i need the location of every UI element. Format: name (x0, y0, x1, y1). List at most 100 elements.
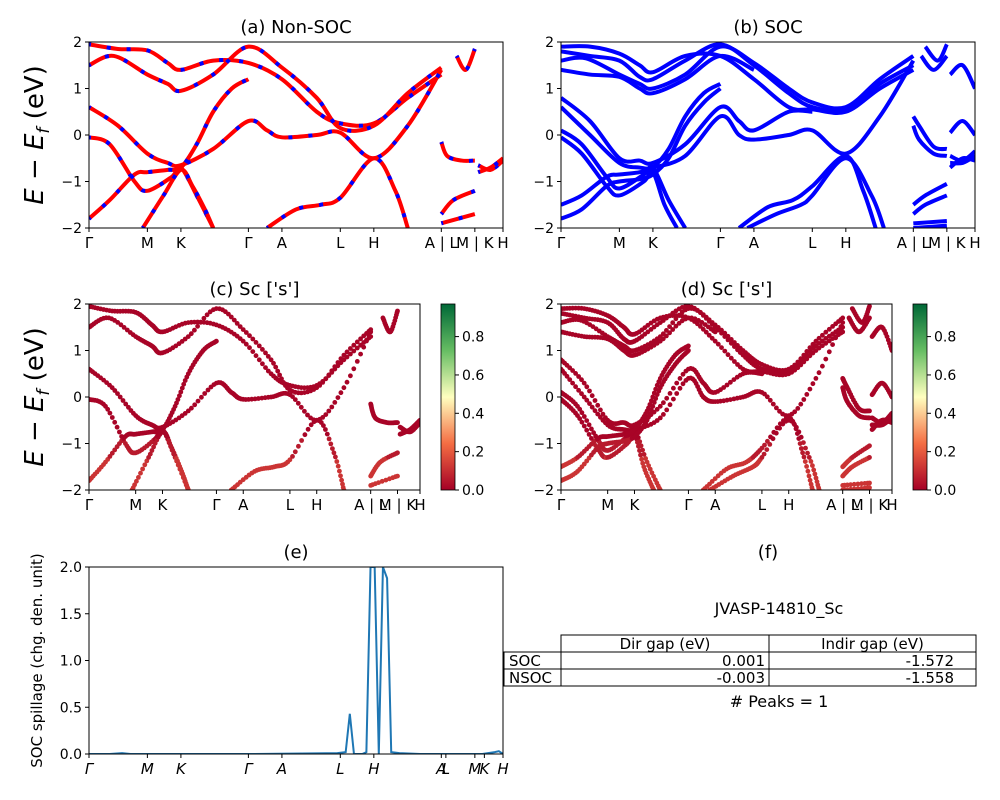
scatter-point-d (810, 463, 815, 468)
scatter-point-c (120, 398, 126, 403)
panel-a: (a) Non-SOC (89, 17, 503, 228)
scatter-point-c (395, 420, 400, 425)
scatter-point-d (889, 415, 892, 421)
scatter-point-d (794, 424, 799, 430)
band-line-a (89, 68, 444, 169)
x-tick-label-d: Γ (557, 496, 566, 514)
scatter-point-d (804, 349, 810, 354)
x-tick-label-c: A | L (354, 496, 388, 514)
scatter-point-d (667, 391, 673, 396)
scatter-point-c (302, 432, 308, 438)
scatter-point-d (667, 330, 672, 336)
scatter-point-c (279, 376, 284, 382)
scatter-point-d (759, 371, 765, 377)
scatter-point-d (703, 329, 709, 335)
energy-label-unit: (eV) (20, 327, 50, 389)
scatter-point-d (579, 377, 584, 383)
scatter-point-c (305, 412, 310, 418)
scatter-point-d (576, 387, 581, 393)
scatter-point-d (796, 429, 802, 435)
scatter-point-d (889, 420, 892, 425)
scatter-point-c (351, 366, 357, 372)
scatter-point-c (177, 393, 182, 399)
scatter-point-c (273, 364, 279, 370)
scatter-point-d (848, 486, 853, 490)
band-line-b (912, 182, 948, 207)
x-tick-label-e: L (442, 760, 450, 778)
spillage-line (89, 567, 503, 754)
scatter-point-d (570, 380, 575, 386)
x-tick-label-d: H (783, 496, 794, 514)
scatter-point-d (798, 434, 804, 440)
scatter-point-c (290, 454, 295, 459)
points-c (89, 304, 420, 490)
band-line-b (949, 149, 975, 163)
plot-frame-e (88, 566, 504, 755)
scatter-point-d (867, 443, 872, 449)
band-line-b (948, 62, 975, 90)
scatter-point-c (323, 412, 329, 417)
scatter-point-c (265, 354, 271, 359)
scatter-point-d (676, 312, 682, 318)
scatter-point-d (810, 487, 815, 490)
x-tick-label-e: K (176, 760, 187, 778)
bands-a (89, 42, 503, 228)
y-tick-label-c: 1 (73, 344, 82, 360)
y-tick-label-b: 1 (545, 82, 554, 98)
scatter-point-d (657, 403, 663, 409)
scatter-point-c (181, 381, 187, 387)
band-dash-a (265, 156, 410, 228)
x-tick-label-e: Γ (244, 760, 254, 778)
band-line-a (477, 158, 503, 172)
scatter-point-d (579, 391, 584, 397)
scatter-point-c (195, 323, 201, 329)
panel-d: (d) Sc ['s'] 0.0 0.2 0.4 0.6 0.8 (561, 279, 956, 499)
scatter-point-d (840, 320, 846, 325)
scatter-point-d (589, 436, 594, 441)
scatter-point-d (867, 485, 872, 490)
scatter-point-d (810, 381, 816, 387)
scatter-point-c (275, 368, 281, 374)
spillage-axis-label: SOC spillage (chg. den. unit) (28, 553, 46, 768)
scatter-point-d (813, 475, 819, 481)
scatter-point-c (332, 400, 338, 405)
panel-title-b: (b) SOC (733, 17, 802, 38)
scatter-point-c (326, 408, 332, 414)
scatter-point-d (820, 332, 825, 338)
scatter-point-d (867, 455, 872, 460)
scatter-point-d (686, 343, 691, 349)
band-line-b (561, 86, 722, 221)
scatter-point-c (323, 376, 329, 382)
table-row-label: SOC (509, 652, 541, 670)
scatter-point-c (192, 402, 198, 408)
band-dash-a (439, 188, 476, 216)
material-id: JVASP-14810_Sc (714, 599, 844, 619)
energy-label-main: E − E (20, 395, 50, 467)
scatter-point-d (576, 374, 581, 379)
scatter-point-c (250, 349, 256, 354)
scatter-point-c (205, 387, 211, 393)
scatter-point-c (321, 423, 326, 428)
scatter-point-c (351, 348, 357, 354)
x-tick-label-a: L (336, 234, 345, 252)
scatter-point-d (836, 329, 841, 334)
scatter-point-d (700, 326, 706, 332)
band-line-a (439, 141, 475, 163)
x-tick-label-a: A | L (425, 234, 459, 252)
scatter-point-d (721, 385, 727, 390)
scatter-point-d (661, 412, 666, 417)
band-line-b (561, 53, 755, 96)
scatter-point-c (326, 436, 332, 442)
scatter-point-d (677, 376, 683, 381)
band-line-b (913, 219, 947, 226)
scatter-point-c (263, 350, 268, 356)
scatter-point-d (823, 340, 829, 346)
scatter-point-c (107, 410, 113, 416)
scatter-point-c (335, 395, 341, 400)
scatter-point-c (335, 463, 341, 469)
scatter-point-d (770, 436, 776, 442)
scatter-point-c (332, 364, 338, 369)
scatter-point-c (121, 325, 127, 330)
scatter-point-d (715, 325, 721, 330)
